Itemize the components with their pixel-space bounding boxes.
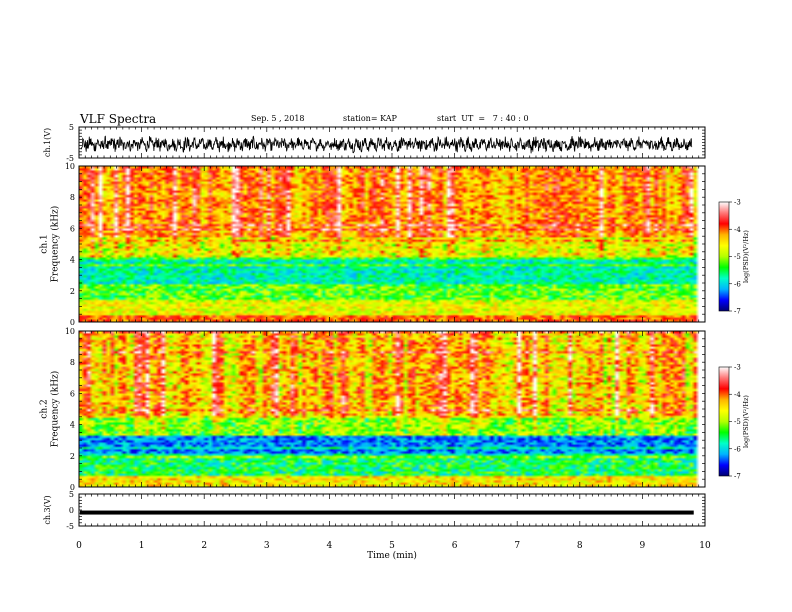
ch1-colorbar-label: log(PSD)(V²/Hz) bbox=[742, 230, 750, 283]
ch1-colorbar-scale bbox=[718, 201, 730, 312]
ch1-colorbar-tick-label: -4 bbox=[734, 226, 741, 234]
ch1-colorbar-tick-label: -5 bbox=[734, 253, 741, 261]
time-tick-label: 9 bbox=[640, 541, 646, 551]
ch3-ytick-label: -5 bbox=[66, 522, 74, 531]
ch1-spectrogram-ytick-label: 4 bbox=[70, 256, 75, 265]
ch2-spectrogram-ytick-label: 0 bbox=[70, 483, 75, 492]
ch1-spectrogram-ytick-label: 0 bbox=[70, 318, 75, 327]
ch1-waveform-trace bbox=[80, 135, 693, 154]
time-axis-label: Time (min) bbox=[367, 550, 417, 561]
chart-title: VLF Spectra bbox=[80, 112, 157, 126]
start-time-label: start UT = 7 : 40 : 0 bbox=[437, 114, 529, 123]
ch1-spectrogram-ylabel-1: ch.1 bbox=[40, 234, 50, 253]
time-tick-label: 0 bbox=[76, 541, 82, 551]
ch1-spectrogram-panel: 0 2 4 6 8 10 ch.1 Frequency (kHz) bbox=[40, 162, 706, 327]
ch1-colorbar-tick-label: -6 bbox=[734, 280, 741, 288]
ch3-waveform-ylabel: ch.3(V) bbox=[43, 495, 52, 524]
ch3-ytick-label: 0 bbox=[69, 506, 74, 515]
ch2-spectrogram-ytick-label: 8 bbox=[70, 358, 75, 367]
ch1-ytick-label: 5 bbox=[69, 123, 74, 132]
time-tick-label: 8 bbox=[577, 541, 583, 551]
ch3-waveform-panel: 5 0 -5 ch.3(V) bbox=[43, 490, 706, 531]
time-tick-label: 6 bbox=[452, 541, 458, 551]
ch2-spectrogram-time-ticks bbox=[78, 331, 706, 487]
ch1-waveform-ylabel: ch.1(V) bbox=[43, 128, 52, 157]
ch2-spectrogram-ytick-label: 2 bbox=[70, 452, 75, 461]
ch1-spectrogram-ytick-label: 6 bbox=[70, 224, 75, 233]
time-axis: 0 1 2 3 4 5 6 7 8 9 10 Time (min) bbox=[76, 541, 711, 561]
time-tick-label: 4 bbox=[327, 541, 333, 551]
ch1-spectrogram-time-ticks bbox=[78, 166, 706, 322]
ch1-spectrogram-ytick-label: 2 bbox=[70, 287, 75, 296]
ch2-spectrogram-ytick-label: 4 bbox=[70, 421, 75, 430]
ch2-spectrogram-ylabel-2: Frequency (kHz) bbox=[50, 371, 61, 448]
ch2-spectrogram-y-ticks bbox=[79, 330, 705, 488]
ch1-colorbar-tick-label: -7 bbox=[734, 308, 741, 316]
time-tick-label: 10 bbox=[699, 541, 711, 551]
time-tick-label: 5 bbox=[389, 541, 395, 551]
ch1-colorbar-tick-label: -3 bbox=[734, 199, 741, 207]
ch2-spectrogram-image bbox=[79, 331, 705, 487]
time-tick-label: 1 bbox=[139, 541, 145, 551]
colorbars: -3 -4 -5 -6 -7 log(PSD)(V²/Hz) -3 -4 -5 -6 -7 log(P… bbox=[718, 199, 750, 481]
ch1-ytick-label: -5 bbox=[66, 154, 74, 163]
ch2-colorbar-label: log(PSD)(V²/Hz) bbox=[742, 395, 750, 448]
ch2-spectrogram-ytick-label: 10 bbox=[65, 327, 75, 336]
date-label: Sep. 5 , 2018 bbox=[251, 114, 305, 123]
time-tick-label: 7 bbox=[514, 541, 520, 551]
station-label: station= KAP bbox=[343, 114, 397, 123]
ch1-spectrogram-ytick-label: 8 bbox=[70, 193, 75, 202]
ch1-spectrogram-image bbox=[79, 166, 705, 322]
ch2-spectrogram-panel: 0 2 4 6 8 10 ch.2 Frequency (kHz) bbox=[40, 327, 706, 492]
time-tick-label: 2 bbox=[201, 541, 207, 551]
ch2-colorbar-tick-label: -7 bbox=[734, 473, 741, 481]
ch1-spectrogram-ytick-label: 10 bbox=[65, 162, 75, 171]
ch2-colorbar-tick-label: -4 bbox=[734, 391, 741, 399]
ch2-colorbar-tick-label: -6 bbox=[734, 445, 741, 453]
ch1-waveform-panel: 5 -5 ch.1(V) bbox=[43, 123, 706, 163]
ch3-waveform-trace bbox=[80, 510, 694, 515]
ch2-spectrogram-ylabel-1: ch.2 bbox=[40, 399, 50, 418]
ch1-spectrogram-ylabel-2: Frequency (kHz) bbox=[50, 206, 61, 283]
ch1-spectrogram-y-ticks bbox=[79, 165, 705, 323]
ch3-ytick-label: 5 bbox=[69, 490, 74, 499]
ch2-colorbar-tick-label: -3 bbox=[734, 364, 741, 372]
ch2-spectrogram-ytick-label: 6 bbox=[70, 389, 75, 398]
ch2-colorbar-tick-label: -5 bbox=[734, 418, 741, 426]
ch1-waveform-y-ticks bbox=[79, 126, 705, 159]
ch3-waveform-time-ticks bbox=[78, 494, 706, 526]
ch2-colorbar-scale bbox=[718, 366, 730, 477]
ch1-waveform-time-ticks bbox=[78, 127, 706, 158]
time-tick-label: 3 bbox=[264, 541, 270, 551]
